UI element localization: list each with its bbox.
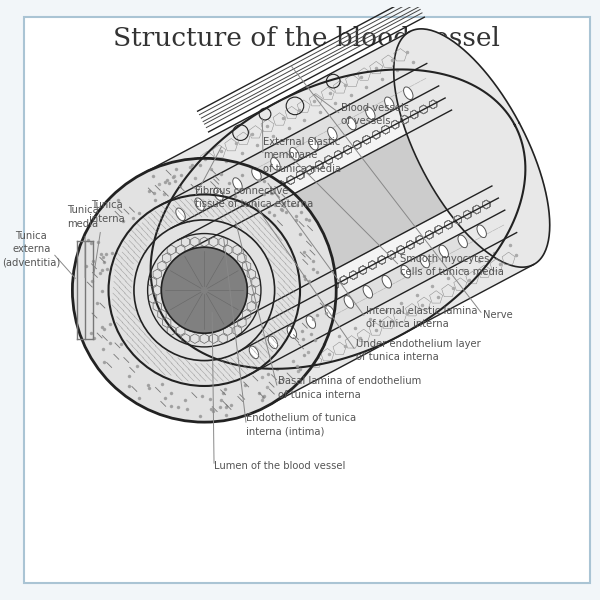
Circle shape [109,194,300,386]
Text: Tunica
externa
(adventitia): Tunica externa (adventitia) [2,231,61,268]
Polygon shape [249,233,533,407]
Ellipse shape [404,87,413,100]
Text: Lumen of the blood vessel: Lumen of the blood vessel [214,461,346,471]
Text: Basal lamina of endothelium
of tunica interna: Basal lamina of endothelium of tunica in… [278,376,421,400]
Ellipse shape [458,235,467,248]
Text: Blood vessels
of vessels: Blood vessels of vessels [341,103,409,126]
Ellipse shape [365,107,375,120]
Polygon shape [160,64,439,228]
Ellipse shape [382,275,391,288]
Circle shape [134,220,275,361]
FancyBboxPatch shape [23,17,590,583]
Ellipse shape [252,167,261,180]
Polygon shape [151,70,526,369]
Ellipse shape [271,158,280,170]
Ellipse shape [308,137,318,150]
Polygon shape [394,29,550,267]
Ellipse shape [477,225,487,238]
Text: Tunica
interna: Tunica interna [89,200,124,224]
Ellipse shape [233,178,242,190]
Text: Under endothelium layer
of tunica interna: Under endothelium layer of tunica intern… [356,339,481,362]
Ellipse shape [420,255,430,268]
Polygon shape [142,32,427,206]
Text: Smooth myocytes
cells of tunica media: Smooth myocytes cells of tunica media [400,254,503,277]
Text: Internal elastic lamina
of tunica interna: Internal elastic lamina of tunica intern… [365,306,477,329]
Ellipse shape [287,326,296,338]
Ellipse shape [325,305,335,319]
Text: Fibrous connective
tissue of tunica externa: Fibrous connective tissue of tunica exte… [194,186,313,209]
Circle shape [73,158,336,422]
Polygon shape [231,198,505,352]
Ellipse shape [214,188,223,200]
Polygon shape [178,98,452,252]
Ellipse shape [347,117,356,130]
Text: External elastic
membrane
of tunica media: External elastic membrane of tunica medi… [263,137,341,173]
Ellipse shape [290,148,299,160]
Polygon shape [184,110,492,328]
Ellipse shape [328,127,337,140]
Ellipse shape [176,208,185,221]
Circle shape [148,233,261,347]
Ellipse shape [439,245,448,258]
Text: Structure of the blood vessel: Structure of the blood vessel [113,26,500,50]
Ellipse shape [385,97,394,110]
Ellipse shape [401,265,410,278]
Text: Endothelium of tunica
interna (intima): Endothelium of tunica interna (intima) [247,413,356,437]
Ellipse shape [344,296,353,308]
Text: Tunica
media: Tunica media [67,205,99,229]
Polygon shape [171,86,445,240]
Ellipse shape [306,316,316,328]
Polygon shape [224,186,499,340]
Ellipse shape [363,286,373,298]
Ellipse shape [268,336,278,349]
Ellipse shape [249,346,259,359]
Circle shape [161,247,247,333]
Ellipse shape [195,198,204,211]
Text: Nerve: Nerve [483,310,512,320]
Polygon shape [238,210,517,375]
Circle shape [161,247,247,333]
